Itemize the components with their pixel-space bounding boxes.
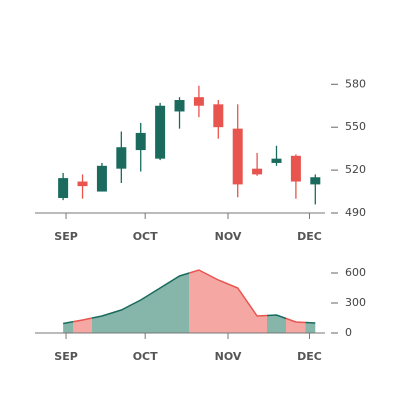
x-tick-label: SEP — [54, 350, 78, 363]
x-tick-label: NOV — [215, 230, 242, 243]
candle-body — [193, 97, 204, 106]
y-tick-label: 580 — [345, 77, 366, 90]
y-tick-label: 0 — [345, 326, 352, 339]
y-tick-label: 520 — [345, 163, 366, 176]
candle-body — [155, 105, 166, 159]
candle-body — [232, 128, 243, 185]
y-tick-label: 550 — [345, 120, 366, 133]
x-tick-label: OCT — [133, 230, 158, 243]
candle-body — [271, 158, 282, 163]
x-tick-label: NOV — [215, 350, 242, 363]
candle-body — [135, 132, 146, 151]
candle-body — [174, 100, 185, 112]
area-line — [62, 269, 316, 325]
candle-body — [58, 178, 69, 198]
candle-body — [116, 147, 127, 169]
candle-body — [252, 168, 263, 175]
x-tick-label: OCT — [133, 350, 158, 363]
x-tick-label: DEC — [297, 350, 322, 363]
candle-body — [96, 165, 107, 192]
area — [63, 270, 316, 333]
x-tick-label: SEP — [54, 230, 78, 243]
candle-body — [290, 155, 301, 182]
x-tick-label: DEC — [297, 230, 322, 243]
y-tick-label: 490 — [345, 206, 366, 219]
candle-body — [77, 181, 88, 187]
y-tick-label: 600 — [345, 266, 366, 279]
candle-body — [213, 104, 224, 128]
y-tick-label: 300 — [345, 296, 366, 309]
candle-body — [310, 177, 321, 185]
